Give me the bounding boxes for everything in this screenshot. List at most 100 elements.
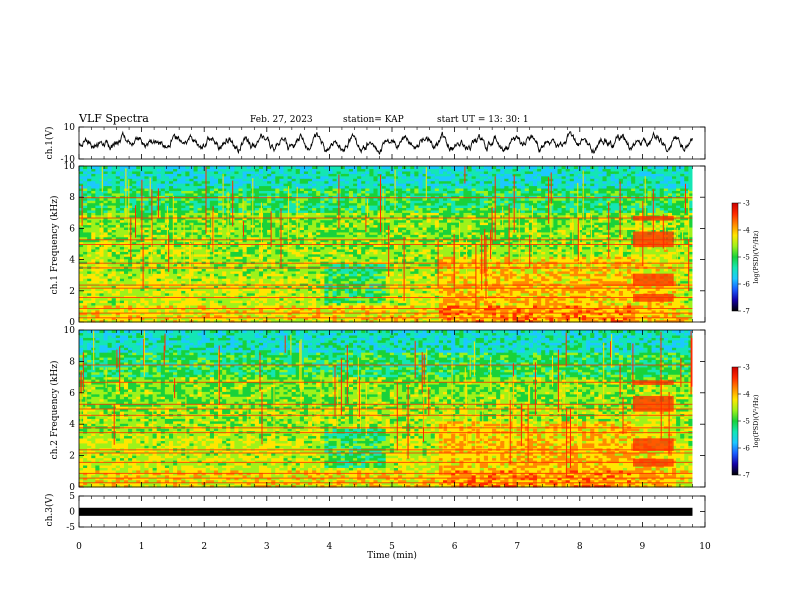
- ch1-spectrogram-cell: [246, 214, 252, 218]
- ch1-spectrogram-cell: [303, 205, 309, 209]
- ch1-spectrogram-cell: [132, 234, 137, 238]
- ch1-spectrogram-cell: [303, 224, 309, 228]
- ch1-spectrogram-cell: [79, 261, 84, 265]
- ch1-spectrogram-cell: [189, 170, 195, 174]
- ch1-spectrogram-cell: [263, 173, 268, 177]
- ch1-spectrogram-cell: [95, 234, 101, 238]
- ch1-spectrogram-cell: [148, 312, 154, 316]
- ch1-spectrogram-cell: [234, 217, 240, 221]
- ch1-spectrogram-cell: [197, 200, 203, 204]
- ch1-spectrogram-cell: [308, 309, 313, 313]
- ch1-spectrogram-cell: [132, 222, 137, 226]
- ch1-spectrogram-cell: [168, 224, 174, 228]
- ch1-spectrogram-cell: [299, 205, 305, 209]
- date-label: Feb. 27, 2023: [250, 115, 313, 125]
- ch1-spectrogram-cell: [164, 297, 170, 301]
- ch1-spectrogram-cell: [87, 285, 92, 289]
- ch1-spectrogram-cell: [295, 168, 301, 172]
- ch1-spectrogram-cell: [181, 256, 186, 260]
- ch1-spectrogram-cell: [136, 314, 141, 318]
- ch1-spectrogram-cell: [267, 187, 272, 191]
- ch1-spectrogram-cell: [234, 170, 240, 174]
- ch1-spectrogram-cell: [201, 170, 207, 174]
- ch1-spectrogram-cell: [173, 268, 178, 272]
- ch1-spectrogram-cell: [213, 248, 219, 252]
- ch1-spectrogram-cell: [136, 258, 141, 262]
- ch1-spectrogram-cell: [152, 231, 158, 235]
- ch1-spectrogram-cell: [295, 166, 301, 170]
- ch1-spectrogram-cell: [242, 168, 248, 172]
- ch1-spectrogram-cell: [185, 168, 191, 172]
- ch1-spectrogram-cell: [136, 234, 141, 238]
- ch1-spectrogram-cell: [299, 185, 305, 189]
- ch1-spectrogram-cell: [111, 300, 117, 304]
- ch1-spectrogram-cell: [283, 168, 289, 172]
- ch1-spectrogram-cell: [173, 280, 178, 284]
- ch1-spectrogram-cell: [308, 283, 313, 287]
- ch1-spectrogram-cell: [242, 234, 248, 238]
- ch1-spectrogram-cell: [201, 236, 207, 240]
- ch1-spectrogram-cell: [119, 195, 125, 199]
- ch1-spectrogram-cell: [99, 283, 105, 287]
- ch1-spectrogram-cell: [209, 283, 215, 287]
- ch1-spectrogram-cell: [91, 317, 96, 321]
- ch1-spectrogram-cell: [271, 263, 276, 267]
- ch1-spectrogram-cell: [193, 209, 199, 213]
- ch1-spectrogram-cell: [168, 317, 174, 321]
- ch1-spectrogram-cell: [128, 278, 133, 282]
- ch1-spectrogram-cell: [320, 302, 325, 306]
- ch1-spectrogram-cell: [213, 229, 219, 233]
- ch1-spectrogram-cell: [312, 300, 317, 304]
- ch1-spectrogram-cell: [107, 312, 113, 316]
- ch1-spectrogram-cell: [213, 261, 219, 265]
- ch1-spectrogram-cell: [320, 222, 325, 226]
- ch1-spectrogram-cell: [99, 297, 105, 301]
- ch1-spectrogram-cell: [119, 253, 125, 257]
- ch1-spectrogram-cell: [103, 244, 109, 248]
- ch1-spectrogram-cell: [144, 273, 150, 277]
- ch1-spectrogram-cell: [213, 226, 219, 230]
- ch1-spectrogram-cell: [132, 246, 137, 250]
- ch1-spectrogram-cell: [107, 280, 113, 284]
- ch1-spectrogram-cell: [160, 168, 166, 172]
- ch1-spectrogram-cell: [258, 278, 264, 282]
- ch1-spectrogram-cell: [91, 253, 96, 257]
- ch1-spectrogram-cell: [205, 180, 211, 184]
- ch1-spectrogram-cell: [279, 168, 285, 172]
- ch1-spectrogram-cell: [316, 236, 321, 240]
- ch1-spectrogram-cell: [173, 236, 178, 240]
- ch1-spectrogram-cell: [201, 229, 207, 233]
- ch1-spectrogram-cell: [148, 317, 154, 321]
- ch1-spectrogram-cell: [299, 275, 305, 279]
- ch1-spectrogram-cell: [267, 248, 272, 252]
- ch1-spectrogram-cell: [177, 205, 182, 209]
- ch1-spectrogram-cell: [279, 200, 285, 204]
- ch1-spectrogram-cell: [181, 268, 186, 272]
- ch1-spectrogram-cell: [87, 248, 92, 252]
- ch1-spectrogram-cell: [79, 314, 84, 318]
- ch1-spectrogram-cell: [271, 207, 276, 211]
- ch1-spectrogram-cell: [83, 246, 88, 250]
- ch1-spectrogram-cell: [123, 280, 129, 284]
- ch1-spectrogram-cell: [242, 190, 248, 194]
- ch1-spectrogram-cell: [115, 173, 121, 177]
- ch1-spectrogram-cell: [299, 202, 305, 206]
- ch1-spectrogram-cell: [136, 297, 141, 301]
- ch1-spectrogram-cell: [291, 304, 297, 308]
- ch1-spectrogram-cell: [283, 239, 289, 243]
- ch1-spectrogram-cell: [123, 246, 129, 250]
- ch1-spectrogram-cell: [197, 229, 203, 233]
- ch1-spectrogram-cell: [111, 302, 117, 306]
- ch1-spectrogram-cell: [156, 224, 162, 228]
- ch1-spectrogram-cell: [148, 185, 154, 189]
- ch1-spectrogram-cell: [254, 175, 260, 179]
- ch1-spectrogram-cell: [197, 312, 203, 316]
- ch1-spectrogram-cell: [197, 248, 203, 252]
- ch1-spectrogram-cell: [99, 292, 105, 296]
- ch1-spectrogram-cell: [254, 185, 260, 189]
- ch1-spectrogram-cell: [291, 234, 297, 238]
- ch1-spectrogram-cell: [189, 195, 195, 199]
- ch1-spectrogram-cell: [242, 209, 248, 213]
- ch1-spectrogram-cell: [246, 168, 252, 172]
- ch1-spectrogram-cell: [95, 170, 101, 174]
